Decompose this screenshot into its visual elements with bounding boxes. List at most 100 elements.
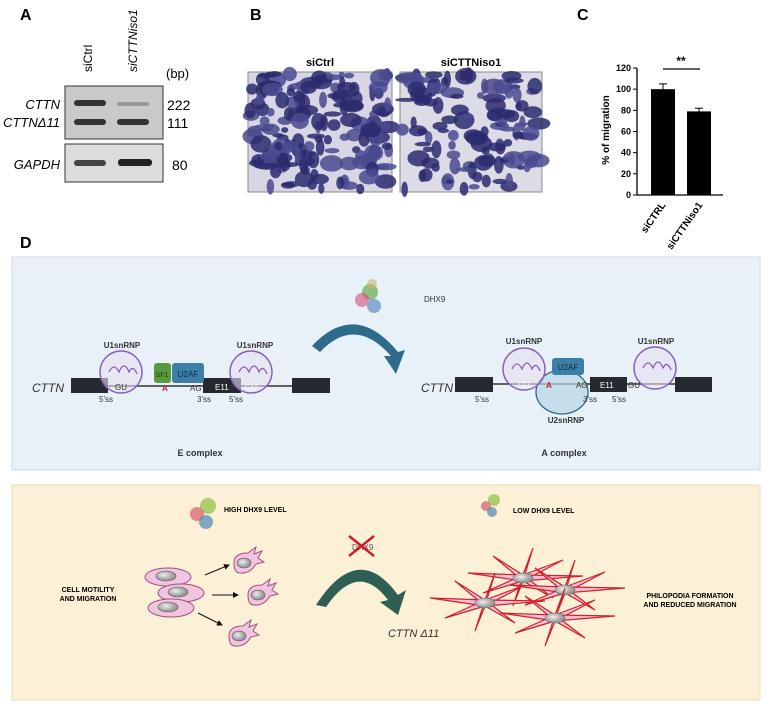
stained-cell	[325, 74, 343, 81]
left-caption: CELL MOTILITY	[62, 587, 115, 594]
stained-cell	[503, 139, 513, 147]
splice-site-label: 5'ss	[229, 395, 243, 404]
u1snrnp-icon	[99, 350, 143, 394]
stained-cell	[336, 176, 344, 190]
stained-cell	[523, 106, 543, 119]
stained-cell	[395, 97, 418, 102]
splice-site-label: 5'ss	[99, 395, 113, 404]
image-title: siCTTNiso1	[441, 57, 502, 69]
stained-cell	[502, 156, 514, 161]
exon	[455, 377, 493, 392]
stained-cell	[356, 183, 365, 195]
stained-cell	[247, 125, 262, 138]
stained-cell	[431, 162, 440, 172]
panel-label-b: B	[250, 7, 262, 24]
y-tick-label: 120	[616, 63, 631, 73]
nucleus	[512, 572, 534, 584]
exon-e11	[590, 377, 627, 392]
stained-cell	[323, 135, 333, 145]
u2af-box	[552, 358, 584, 375]
stained-cell	[303, 141, 315, 152]
stained-cell	[478, 154, 496, 167]
stained-cell	[426, 82, 447, 95]
stained-cell	[425, 71, 443, 79]
y-axis-label: % of migration	[601, 95, 612, 164]
panel-label-a: A	[20, 7, 32, 24]
stained-cell	[259, 116, 270, 126]
u2af-label: U2AF	[558, 363, 579, 372]
stained-cell	[346, 128, 362, 142]
band	[74, 119, 106, 125]
left-caption: AND MIGRATION	[60, 596, 117, 603]
dhx9-label: DHX9	[424, 295, 446, 304]
y-tick-label: 80	[621, 105, 631, 115]
stained-cell	[319, 91, 327, 109]
stained-cell	[481, 174, 491, 188]
stained-cell	[244, 102, 257, 119]
nucleus	[474, 597, 496, 609]
stained-cell	[422, 146, 434, 153]
panel-label-d: D	[20, 235, 32, 252]
curved-arrow-icon	[312, 324, 405, 374]
round-cells-icon	[144, 564, 239, 626]
stained-cell	[311, 112, 326, 131]
band-label: CTTNΔ11	[3, 115, 60, 130]
band	[117, 102, 149, 106]
stained-cell	[339, 156, 359, 171]
stained-cell	[431, 140, 442, 159]
stained-cell	[463, 129, 484, 143]
x-tick-label: siCTRL	[639, 200, 668, 235]
stained-cell	[374, 174, 397, 189]
stained-cell	[339, 100, 364, 112]
stained-cell	[432, 121, 448, 131]
migration-images: siCtrl siCTTNiso1	[242, 57, 551, 197]
band	[74, 160, 106, 166]
stained-cell	[324, 148, 340, 154]
splice-site-label: 3'ss	[197, 395, 211, 404]
exon-label: E11	[215, 383, 229, 392]
stained-cell	[504, 77, 524, 84]
x-tick-label: siCTTNiso1	[665, 200, 706, 252]
gu-label: GU	[518, 381, 530, 390]
image-title: siCtrl	[306, 57, 334, 69]
stained-cell	[522, 125, 540, 141]
stained-cell	[261, 123, 280, 135]
y-tick-label: 20	[621, 169, 631, 179]
unit-label: (bp)	[166, 66, 189, 81]
stained-cell	[281, 143, 291, 149]
stained-cell	[517, 150, 542, 163]
stained-cell	[275, 92, 290, 109]
stained-cell	[358, 169, 380, 185]
a-complex-label: A complex	[541, 448, 586, 458]
stained-cell	[448, 140, 456, 150]
stained-cell	[255, 94, 265, 106]
gene-label: CTTN	[421, 381, 453, 395]
stained-cell	[381, 142, 393, 150]
low-dhx9-label: LOW DHX9 LEVEL	[513, 508, 575, 515]
stained-cell	[340, 112, 362, 128]
y-tick-label: 60	[621, 127, 631, 137]
stained-cell	[281, 127, 289, 133]
bar	[651, 89, 675, 195]
nucleus	[544, 612, 566, 624]
stained-cell	[293, 91, 306, 103]
stained-cell	[306, 133, 326, 139]
stained-cell	[300, 80, 317, 94]
stained-cell	[512, 87, 522, 103]
stained-cell	[266, 107, 275, 117]
stained-cell	[290, 112, 309, 129]
gu-label: GU	[245, 383, 257, 392]
exon	[675, 377, 712, 392]
splice-site-label: 5'ss	[475, 395, 489, 404]
stained-cell	[419, 168, 433, 182]
stained-cell	[468, 184, 480, 190]
band	[118, 159, 152, 166]
high-dhx9-label: HIGH DHX9 LEVEL	[224, 507, 287, 514]
u1snrnp-icon	[229, 350, 273, 394]
band	[117, 119, 149, 125]
stained-cell	[270, 164, 282, 179]
e-complex-label: E complex	[177, 448, 222, 458]
u2snrnp-label: U2snRNP	[548, 416, 585, 425]
stained-cell	[497, 109, 516, 119]
